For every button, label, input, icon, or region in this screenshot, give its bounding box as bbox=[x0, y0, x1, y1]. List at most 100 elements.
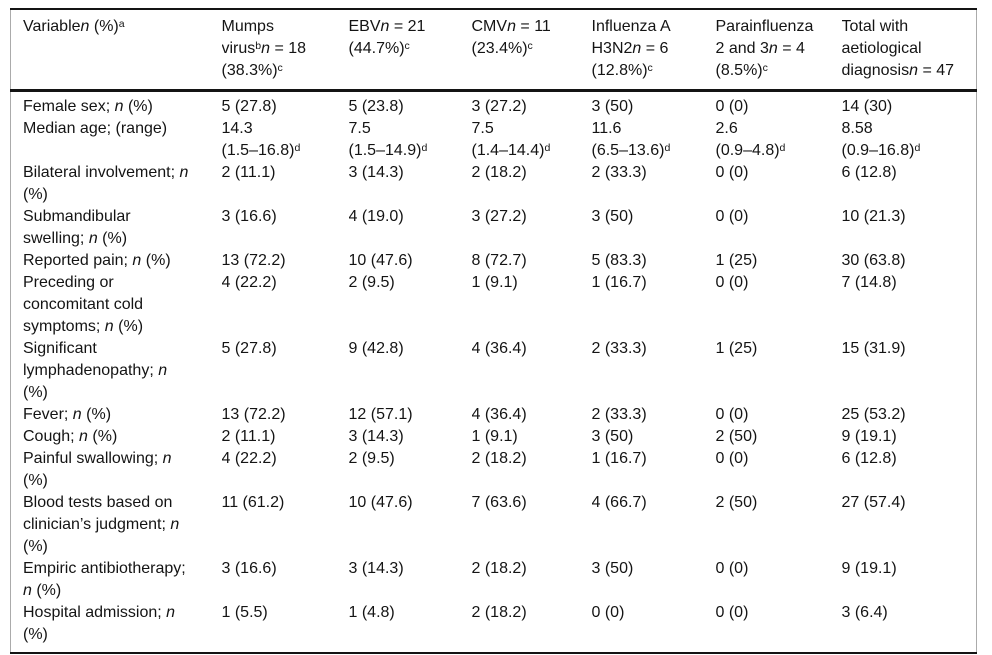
text-segment: 14.3 bbox=[221, 120, 253, 137]
text-segment: (0.9–4.8) bbox=[715, 142, 780, 159]
value-cell: 0 (0) bbox=[715, 604, 749, 621]
value-cell: 1 (9.1) bbox=[471, 274, 518, 291]
column-header-5: Parainfluenza 2 and 3n = 4 (8.5%)c bbox=[716, 9, 842, 91]
text-segment: (%) bbox=[81, 406, 112, 423]
row-label: Painful swallowing; n (%) bbox=[11, 448, 222, 492]
text-segment: (0.9–16.8) bbox=[841, 142, 915, 159]
value-cell: 2 (33.3) bbox=[591, 164, 647, 181]
text-segment: Variable bbox=[23, 18, 81, 35]
value-cell: 25 (53.2) bbox=[841, 406, 906, 423]
table-row: Blood tests based on clinician’s judgment… bbox=[11, 492, 977, 558]
text-segment: CMV bbox=[471, 18, 508, 35]
text-segment: n bbox=[72, 406, 82, 423]
value-cell: 2 (11.1) bbox=[221, 164, 276, 181]
text-segment: n bbox=[79, 428, 88, 445]
value-cell: 4 (22.2) bbox=[221, 450, 277, 467]
text-segment: (44.7%) bbox=[348, 40, 405, 57]
table-row: Painful swallowing; n (%) 4 (22.2) 2 (9.5) 2… bbox=[11, 448, 977, 492]
value-cell: 0 (0) bbox=[591, 604, 625, 621]
text-segment: (%) bbox=[113, 318, 144, 335]
text-segment: n bbox=[23, 582, 32, 599]
value-cell: 14 (30) bbox=[841, 98, 893, 115]
text-segment: (%) bbox=[97, 230, 128, 247]
table-row: Submandibular swelling; n (%) 3 (16.6) 4 (1… bbox=[11, 206, 977, 250]
text-segment: (1.5–16.8) bbox=[221, 142, 295, 159]
aetiology-diagnosis-table: Variablen (%)a Mumps virusbn = 18 (38.3%)c E… bbox=[10, 8, 977, 654]
text-segment: (6.5–13.6) bbox=[591, 142, 665, 159]
table-row: Female sex; n (%) 5 (27.8) 5 (23.8) 3 (27.2… bbox=[11, 91, 977, 119]
column-header-6: Total with aetiological diagnosisn = 47 bbox=[842, 9, 977, 91]
row-label: Median age; (range) bbox=[11, 118, 222, 162]
value-cell: 3 (14.3) bbox=[348, 560, 404, 577]
value-cell: 4 (36.4) bbox=[471, 406, 527, 423]
value-cell: 1 (25) bbox=[715, 252, 758, 269]
table-row: Median age; (range) 14.3 (1.5–16.8)d 7.5 (1.… bbox=[11, 118, 977, 162]
text-segment: Preceding or bbox=[23, 274, 114, 291]
row-label: Reported pain; n (%) bbox=[11, 250, 222, 272]
column-header-0: Variablen (%)a bbox=[11, 9, 222, 91]
text-segment: (%) bbox=[123, 98, 153, 115]
footnote-marker: d bbox=[779, 141, 786, 154]
value-cell: 0 (0) bbox=[715, 208, 749, 225]
text-segment: Median age; (range) bbox=[23, 120, 168, 137]
text-segment: (12.8%) bbox=[591, 62, 648, 79]
text-segment: n bbox=[162, 450, 172, 467]
value-cell: 7 (63.6) bbox=[471, 494, 527, 511]
text-segment: (%) bbox=[31, 582, 62, 599]
text-segment: n bbox=[80, 18, 90, 35]
text-segment: Influenza A bbox=[591, 18, 671, 35]
value-cell: 5 (27.8) bbox=[221, 98, 277, 115]
value-cell: 3 (50) bbox=[591, 208, 634, 225]
text-segment: symptoms; bbox=[23, 318, 105, 335]
text-segment: n bbox=[166, 604, 176, 621]
value-cell: 4 (36.4) bbox=[471, 340, 527, 357]
text-segment: n bbox=[88, 230, 98, 247]
table-body: Female sex; n (%) 5 (27.8) 5 (23.8) 3 (27.2… bbox=[11, 91, 977, 654]
value-cell: 3 (50) bbox=[591, 428, 634, 445]
value-cell: 0 (0) bbox=[715, 98, 749, 115]
text-segment: (38.3%) bbox=[221, 62, 278, 79]
table-row: Bilateral involvement; n (%) 2 (11.1) 3 (14… bbox=[11, 162, 977, 206]
text-segment: Submandibular bbox=[23, 208, 131, 225]
value-cell: 0 (0) bbox=[715, 274, 749, 291]
value-cell: 2 (33.3) bbox=[591, 406, 647, 423]
footnote-marker: c bbox=[527, 39, 533, 52]
text-segment: EBV bbox=[348, 18, 381, 35]
row-label: Preceding or concomitant cold symptoms; n … bbox=[11, 272, 222, 338]
value-cell: 8 (72.7) bbox=[471, 252, 527, 269]
value-cell: 3 (27.2) bbox=[471, 208, 527, 225]
text-segment: diagnosis bbox=[841, 62, 910, 79]
text-segment: n bbox=[132, 252, 142, 269]
value-cell: 3 (16.6) bbox=[221, 208, 277, 225]
text-segment: clinician’s judgment; bbox=[23, 516, 171, 533]
text-segment: (%) bbox=[87, 428, 118, 445]
value-cell: 3 (16.6) bbox=[221, 560, 277, 577]
text-segment: (23.4%) bbox=[471, 40, 528, 57]
value-cell: 2 (50) bbox=[715, 494, 758, 511]
text-segment: n bbox=[114, 98, 124, 115]
row-label: Hospital admission; n (%) bbox=[11, 602, 222, 653]
text-segment: Female sex; bbox=[23, 98, 115, 115]
table-row: Empiric antibiotherapy; n (%) 3 (16.6) 3 (1… bbox=[11, 558, 977, 602]
value-cell: 2 (18.2) bbox=[471, 604, 527, 621]
value-cell: 27 (57.4) bbox=[841, 494, 906, 511]
text-segment: Total with bbox=[841, 18, 909, 35]
value-cell: 5 (23.8) bbox=[348, 98, 404, 115]
text-segment: = 6 bbox=[641, 40, 669, 57]
value-cell: 7 (14.8) bbox=[841, 274, 897, 291]
value-cell: 3 (14.3) bbox=[348, 428, 404, 445]
value-cell: 2 (11.1) bbox=[221, 428, 276, 445]
row-label: Blood tests based on clinician’s judgment… bbox=[11, 492, 222, 558]
value-cell: 2 (33.3) bbox=[591, 340, 647, 357]
text-segment: (1.4–14.4) bbox=[471, 142, 545, 159]
row-label: Cough; n (%) bbox=[11, 426, 222, 448]
text-segment: Hospital admission; bbox=[23, 604, 167, 621]
text-segment: (%) bbox=[141, 252, 171, 269]
text-segment: aetiological bbox=[841, 40, 922, 57]
text-segment: = 11 bbox=[515, 18, 551, 35]
value-cell: 13 (72.2) bbox=[221, 252, 286, 269]
value-cell: 3 (50) bbox=[591, 98, 634, 115]
value-cell: 1 (16.7) bbox=[591, 274, 647, 291]
value-cell: 2 (50) bbox=[715, 428, 758, 445]
value-cell: 5 (27.8) bbox=[221, 340, 277, 357]
